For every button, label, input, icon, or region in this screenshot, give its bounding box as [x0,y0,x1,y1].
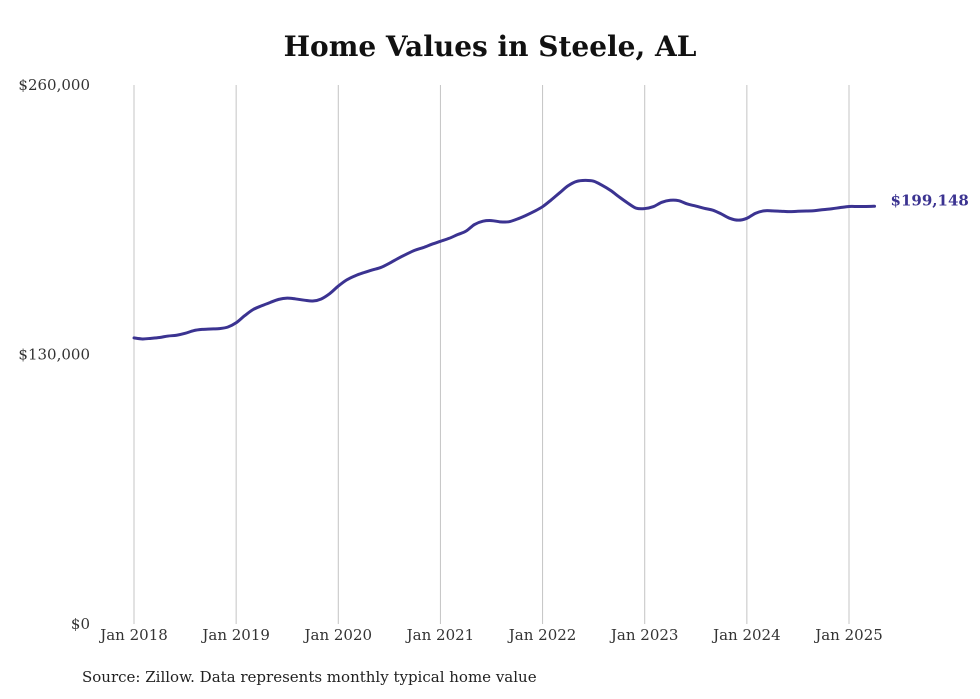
x-tick-label: Jan 2021 [405,626,475,644]
y-axis-ticks: $0 $130,000 $260,000 [18,76,90,633]
series-layer [132,178,877,341]
vertical-gridlines [133,85,850,624]
x-tick-label: Jan 2022 [507,626,577,644]
x-tick-label: Jan 2020 [303,626,373,644]
x-tick-label: Jan 2018 [98,626,168,644]
series-line [132,178,877,341]
chart-title: Home Values in Steele, AL [283,30,697,63]
source-note: Source: Zillow. Data represents monthly … [82,668,537,686]
x-tick-label: Jan 2023 [609,626,679,644]
x-tick-label: Jan 2019 [200,626,270,644]
end-value-label: $199,148 [891,191,969,209]
y-tick-label: $130,000 [18,346,90,364]
y-tick-label: $260,000 [18,76,90,94]
x-tick-label: Jan 2024 [711,626,781,644]
y-tick-label: $0 [71,615,90,633]
x-axis-ticks: Jan 2018 Jan 2019 Jan 2020 Jan 2021 Jan 2022… [98,626,883,644]
end-label-layer: $199,148 [891,191,969,209]
x-tick-label: Jan 2025 [813,626,883,644]
